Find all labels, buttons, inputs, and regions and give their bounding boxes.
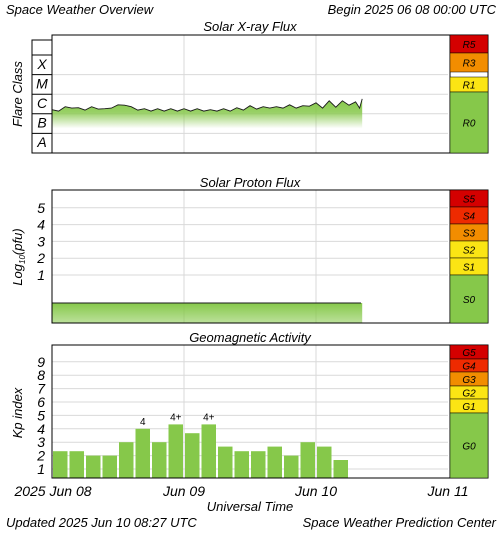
ytick-label: 5 [37,407,45,423]
scale-label: G1 [462,402,475,413]
ytick-label: 7 [37,381,46,397]
ytick-label: A [36,134,46,150]
kp-bar [53,451,68,478]
xray-ylabel: Flare Class [10,61,25,127]
kp-bar [152,442,167,478]
scale-block [449,412,489,479]
kp-bar [102,455,117,478]
ytick-label: 3 [37,434,45,450]
kp-bar-label: 4+ [203,412,215,423]
header-begin: Begin 2025 06 08 00:00 UTC [328,2,497,17]
kp-bar [185,433,200,478]
ytick-label: 1 [37,461,45,477]
scale-block [449,274,489,324]
ytick-label: M [36,75,48,91]
scale-label: G4 [462,362,476,373]
kp-bar [317,446,332,478]
kp-bar [234,451,249,478]
ytick-label: 3 [37,233,45,249]
scale-label: R1 [463,81,476,92]
kp-bar [251,451,266,478]
proton-title: Solar Proton Flux [200,175,301,190]
scale-label: R0 [463,119,476,130]
kp-bar [300,442,315,478]
xray-flux-area [52,98,363,129]
ytick-label: B [37,115,46,131]
ytick-label: 1 [37,267,45,283]
scale-label: S1 [463,263,475,274]
ytick-label: 9 [37,354,45,370]
kp-bar [284,455,299,478]
xray-title: Solar X-ray Flux [203,19,297,34]
scale-label: S5 [463,195,476,206]
ytick-label: C [37,95,48,111]
xtick-label: Jun 11 [427,483,469,499]
ytick-label: 4 [37,421,45,437]
ytick-label: X [36,56,47,72]
xray-flux-line [51,98,363,112]
ytick-label: 5 [37,200,45,216]
header-title: Space Weather Overview [6,2,155,17]
kp-bar [201,424,216,478]
kp-bar-label: 4 [140,417,146,428]
scale-block [449,52,489,73]
scale-label: G2 [462,389,476,400]
kp-bar [168,424,183,478]
kp-bar-label: 4+ [170,412,182,423]
scale-block [449,91,489,154]
xtick-label: 2025 Jun 08 [13,483,91,499]
ytick-label: 4 [37,217,45,233]
kp-bar [86,455,101,478]
plot-area [52,190,448,323]
ytick-label: 6 [37,394,45,410]
geomag-ylabel: Kp index [10,387,25,438]
scale-label: R5 [463,40,476,51]
scale-label: S0 [463,295,476,306]
kp-bar [119,442,134,478]
xtick-label: Jun 09 [162,483,205,499]
kp-bar [267,446,282,478]
proton-ylabel: Log10(pfu) [10,228,27,285]
scale-label: S4 [463,212,476,223]
scale-label: S2 [463,246,476,257]
kp-bar [69,451,84,478]
scale-label: G0 [462,442,476,453]
xtick-label: Jun 10 [294,483,337,499]
footer-source: Space Weather Prediction Center [303,515,497,530]
kp-bar [135,428,150,478]
geomag-title: Geomagnetic Activity [189,330,312,345]
scale-label: G5 [462,348,476,359]
xaxis-label: Universal Time [207,499,294,514]
ytick-label: 2 [36,250,45,266]
ytick-label: 8 [37,367,45,383]
ytick-label: 2 [36,448,45,464]
kp-bar [333,460,348,478]
kp-bar [218,446,233,478]
proton-flux-area [52,303,363,323]
scale-label: S3 [463,229,476,240]
scale-label: G3 [462,375,476,386]
footer-updated: Updated 2025 Jun 10 08:27 UTC [6,515,197,530]
scale-label: R3 [463,59,476,70]
